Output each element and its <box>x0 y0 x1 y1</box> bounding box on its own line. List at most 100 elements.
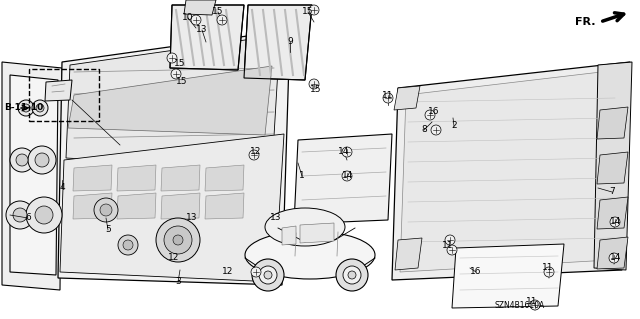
Circle shape <box>252 259 284 291</box>
Circle shape <box>22 104 30 112</box>
Circle shape <box>16 154 28 166</box>
Circle shape <box>171 69 181 79</box>
Circle shape <box>425 110 435 120</box>
Text: 11: 11 <box>382 92 394 100</box>
Circle shape <box>309 79 319 89</box>
Circle shape <box>336 259 368 291</box>
Circle shape <box>383 93 393 103</box>
Circle shape <box>251 267 261 277</box>
Text: 15: 15 <box>302 8 314 17</box>
Circle shape <box>610 217 620 227</box>
Polygon shape <box>170 5 244 70</box>
Polygon shape <box>597 197 628 229</box>
Polygon shape <box>73 193 112 219</box>
Polygon shape <box>400 70 618 272</box>
Text: 9: 9 <box>287 38 293 47</box>
Text: 6: 6 <box>25 213 31 222</box>
Text: 2: 2 <box>451 122 457 130</box>
Text: 13: 13 <box>196 26 208 34</box>
Polygon shape <box>117 193 156 219</box>
Polygon shape <box>394 86 420 110</box>
Circle shape <box>6 201 34 229</box>
Polygon shape <box>117 165 156 191</box>
Polygon shape <box>73 165 112 191</box>
Text: 14: 14 <box>342 172 354 181</box>
Polygon shape <box>594 62 632 270</box>
Circle shape <box>35 153 49 167</box>
Text: 15: 15 <box>174 60 186 69</box>
Text: 4: 4 <box>59 183 65 192</box>
Polygon shape <box>66 35 280 170</box>
Text: 14: 14 <box>611 218 621 226</box>
Circle shape <box>100 204 112 216</box>
Circle shape <box>264 271 272 279</box>
Polygon shape <box>68 66 272 135</box>
Circle shape <box>94 198 118 222</box>
Circle shape <box>35 206 53 224</box>
Text: 14: 14 <box>611 254 621 263</box>
Polygon shape <box>205 193 244 219</box>
Circle shape <box>167 53 177 63</box>
Text: FR.: FR. <box>575 17 596 27</box>
Text: 14: 14 <box>339 147 349 157</box>
Polygon shape <box>58 30 290 285</box>
Circle shape <box>609 253 619 263</box>
Polygon shape <box>597 237 628 269</box>
Polygon shape <box>294 134 392 224</box>
Polygon shape <box>244 5 312 80</box>
Text: 3: 3 <box>175 278 181 286</box>
Polygon shape <box>10 75 58 275</box>
Circle shape <box>530 300 540 310</box>
Circle shape <box>217 15 227 25</box>
Circle shape <box>348 271 356 279</box>
Polygon shape <box>2 62 62 290</box>
Ellipse shape <box>265 208 345 246</box>
Text: 5: 5 <box>105 226 111 234</box>
Circle shape <box>445 235 455 245</box>
Polygon shape <box>395 238 422 270</box>
Ellipse shape <box>245 231 375 279</box>
Text: 13: 13 <box>270 213 282 222</box>
Circle shape <box>173 235 183 245</box>
Circle shape <box>13 208 27 222</box>
Polygon shape <box>45 80 72 101</box>
Circle shape <box>123 240 133 250</box>
Circle shape <box>342 147 352 157</box>
Text: 11: 11 <box>442 241 454 250</box>
Text: 12: 12 <box>222 268 234 277</box>
Text: 10: 10 <box>182 13 194 23</box>
Circle shape <box>447 245 457 255</box>
Text: 16: 16 <box>428 108 440 116</box>
Polygon shape <box>184 0 216 15</box>
Circle shape <box>36 104 44 112</box>
Text: 15: 15 <box>176 78 188 86</box>
Circle shape <box>26 197 62 233</box>
Text: 8: 8 <box>421 125 427 135</box>
Polygon shape <box>597 107 628 139</box>
Circle shape <box>18 100 34 116</box>
Circle shape <box>259 266 277 284</box>
Text: 16: 16 <box>470 268 482 277</box>
Text: B-11-10: B-11-10 <box>4 103 44 113</box>
Circle shape <box>28 146 56 174</box>
Circle shape <box>10 148 34 172</box>
Text: 15: 15 <box>310 85 322 94</box>
Text: SZN4B1610A: SZN4B1610A <box>495 301 545 310</box>
Polygon shape <box>597 152 628 184</box>
Polygon shape <box>161 165 200 191</box>
Circle shape <box>544 267 554 277</box>
Polygon shape <box>161 193 200 219</box>
Circle shape <box>32 100 48 116</box>
Text: 7: 7 <box>609 188 615 197</box>
Text: 13: 13 <box>186 213 198 222</box>
Circle shape <box>431 125 441 135</box>
Circle shape <box>309 5 319 15</box>
Text: 11: 11 <box>542 263 554 272</box>
Polygon shape <box>452 244 564 308</box>
Circle shape <box>118 235 138 255</box>
Circle shape <box>343 266 361 284</box>
Polygon shape <box>282 226 296 245</box>
Text: 1: 1 <box>299 172 305 181</box>
Circle shape <box>342 171 352 181</box>
Text: 11: 11 <box>526 298 538 307</box>
